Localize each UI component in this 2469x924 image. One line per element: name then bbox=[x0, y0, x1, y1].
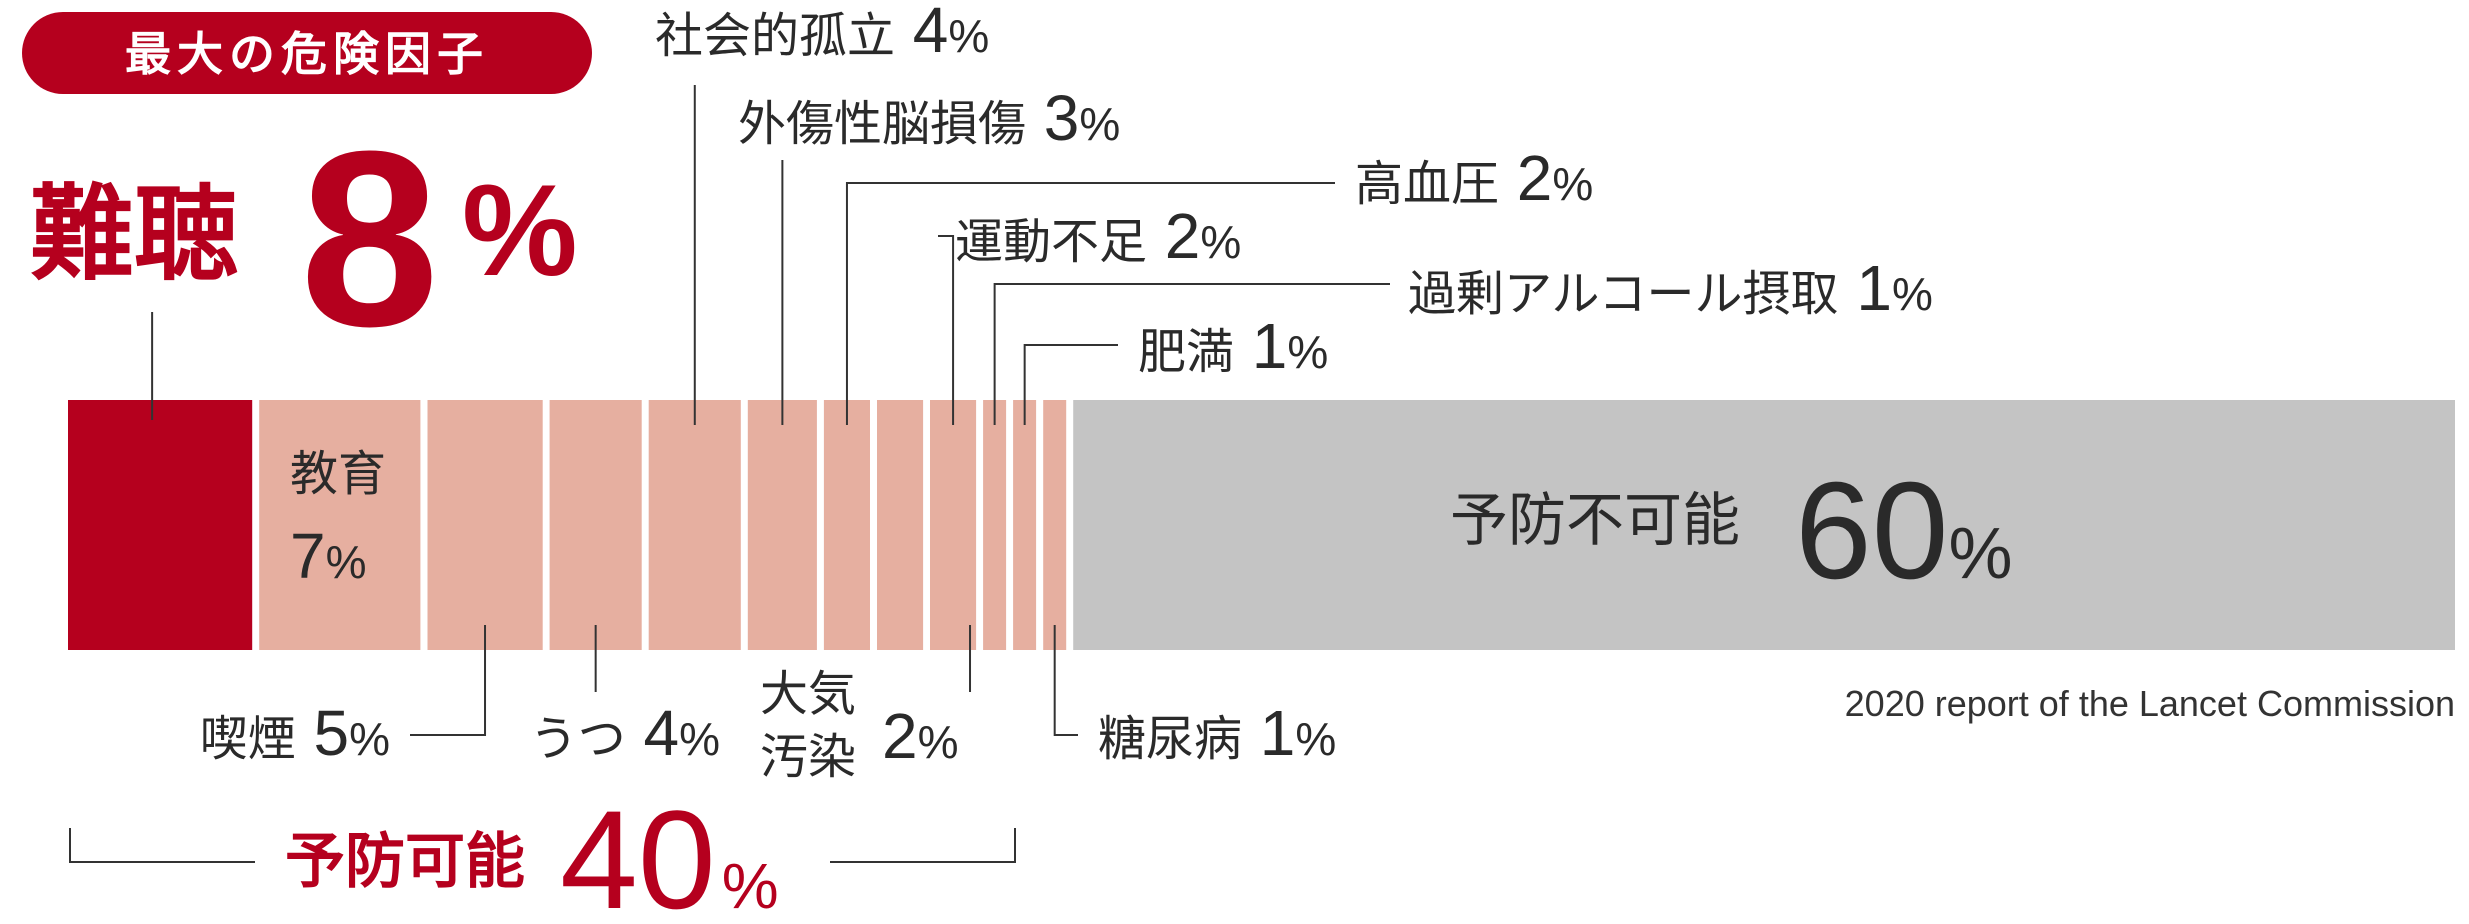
label-inactivity: 運動不足 2% bbox=[955, 200, 1241, 272]
bar-segments bbox=[68, 400, 2455, 650]
bar-segment-12 bbox=[1043, 400, 1067, 650]
leader-lines bbox=[69, 85, 1390, 863]
leader-hypertension bbox=[845, 182, 1335, 425]
label-non-preventable: 予防不可能 bbox=[1450, 486, 1740, 554]
badge-pill bbox=[22, 12, 592, 94]
value-preventable: 40% bbox=[560, 781, 779, 924]
label-social-isolation: 社会的孤立 4% bbox=[655, 0, 989, 66]
bar-segment-7 bbox=[823, 400, 870, 650]
label-obesity: 肥満 1% bbox=[1138, 310, 1328, 382]
leader-smoking bbox=[410, 625, 487, 736]
label-hypertension: 高血圧 2% bbox=[1355, 142, 1593, 214]
bar-segment-13 bbox=[1073, 400, 2455, 650]
highlight-value: 8 bbox=[300, 99, 439, 378]
label-tbi: 外傷性脳損傷 3% bbox=[738, 82, 1120, 154]
label-alcohol: 過剰アルコール摂取 1% bbox=[1408, 252, 1933, 324]
value-education: 7% bbox=[290, 520, 367, 592]
bar-segment-3 bbox=[427, 400, 543, 650]
label-depression: うつ 4% bbox=[530, 697, 720, 769]
value-non-preventable: 60% bbox=[1795, 454, 2013, 608]
bar-segment-5 bbox=[648, 400, 741, 650]
label-preventable: 予防可能 bbox=[285, 827, 525, 897]
bar-segment-4 bbox=[549, 400, 642, 650]
highlight-label: 難聴 bbox=[30, 173, 238, 295]
bar-segment-11 bbox=[1013, 400, 1037, 650]
leader-obesity bbox=[1023, 344, 1118, 425]
segment-labels: 教育 7% 社会的孤立 4% 外傷性脳損傷 3% 高血圧 2% 運動不足 2% 過剰アルコー… bbox=[200, 0, 2455, 924]
leader-inactivity bbox=[938, 235, 955, 425]
label-diabetes: 糖尿病 1% bbox=[1098, 697, 1336, 769]
label-education: 教育 bbox=[290, 446, 386, 502]
highlight-unit: % bbox=[462, 157, 578, 303]
bracket-left bbox=[69, 828, 255, 863]
bracket-right bbox=[830, 828, 1016, 863]
label-air-pollution-1: 大気 bbox=[760, 666, 856, 722]
leader-alcohol bbox=[993, 283, 1390, 425]
bar-segment-2 bbox=[259, 400, 421, 650]
source-note: 2020 report of the Lancet Commission bbox=[1845, 683, 2455, 724]
leader-diabetes bbox=[1053, 625, 1078, 736]
bar-segment-6 bbox=[747, 400, 817, 650]
bar-segment-8 bbox=[877, 400, 924, 650]
bar-segment-9 bbox=[930, 400, 977, 650]
label-smoking: 喫煙 5% bbox=[200, 697, 390, 769]
label-air-pollution-2: 汚染 bbox=[760, 729, 856, 785]
value-air-pollution: 2% bbox=[882, 700, 959, 772]
bar-segment-1 bbox=[68, 400, 253, 650]
bar-segment-10 bbox=[983, 400, 1007, 650]
badge-label: 最大の危険因子 bbox=[125, 27, 489, 81]
